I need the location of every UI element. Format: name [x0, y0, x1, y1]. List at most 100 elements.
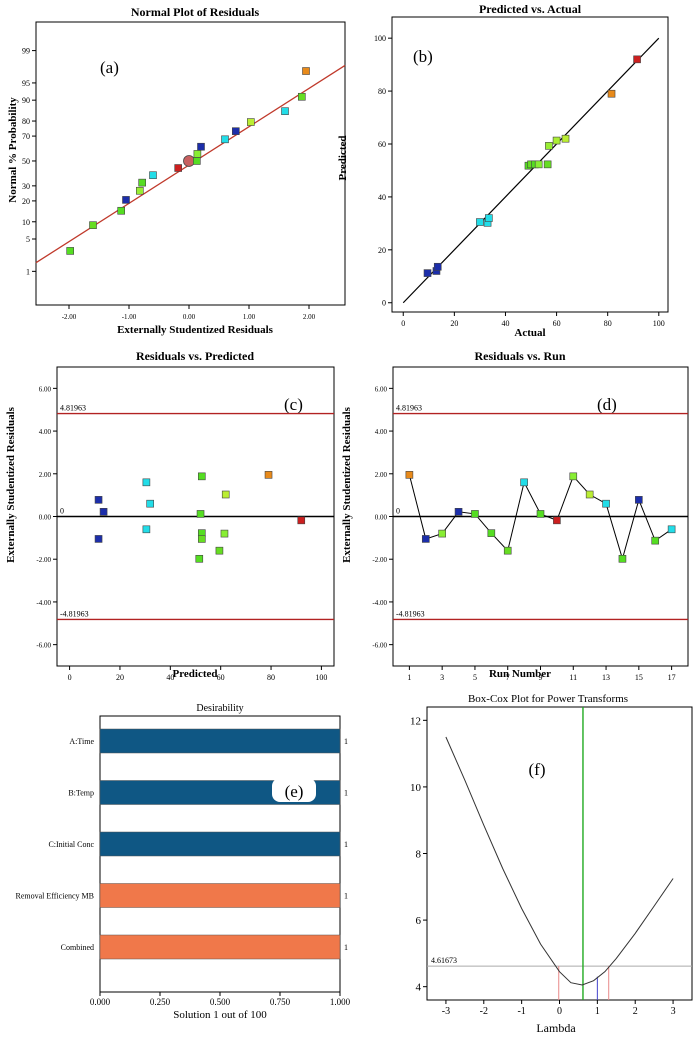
panel-b-point — [433, 262, 442, 271]
panel-c-point — [197, 535, 206, 543]
panel-a-ytick-label: 80 — [22, 117, 30, 126]
panel-d-xtick-label: 7 — [506, 673, 510, 682]
panel-a-point — [193, 150, 202, 158]
panel-a-ylabel: Normal % Probability — [7, 97, 19, 203]
panel-a-point — [281, 107, 289, 115]
panel-f-xtick-label: 0 — [557, 1006, 562, 1017]
panel-e-bar — [99, 934, 341, 960]
panel-b-point — [543, 160, 552, 169]
panel-d-ytick-label: -6.00 — [372, 642, 387, 650]
panel-c-xtick-label: 60 — [217, 673, 225, 682]
panel-d-point — [553, 516, 561, 525]
panel-d-xtick-label: 5 — [473, 673, 477, 682]
panel-b-xlabel: Actual — [514, 327, 545, 339]
panel-a-ytick-label: 20 — [22, 197, 30, 206]
panel-d-ytick-label: -2.00 — [372, 556, 387, 564]
panel-e-label: (e) — [285, 782, 304, 801]
panel-e-xtick-label: 0.750 — [270, 997, 291, 1007]
panel-d-title: Residuals vs. Run — [474, 349, 565, 363]
panel-a-ytick-label: 10 — [22, 218, 30, 227]
panel-f-xtick-label: -2 — [480, 1006, 488, 1017]
panel-b-label: (b) — [413, 47, 433, 66]
panel-b-ytick-label: 80 — [378, 87, 386, 96]
panel-c-point — [94, 535, 103, 543]
panel-d-point — [618, 554, 627, 563]
panel-c-point — [94, 496, 103, 504]
panel-d-xtick-label: 3 — [440, 673, 444, 682]
panel-c-ytick-label: 6.00 — [39, 385, 52, 393]
panel-d-xtick-label: 17 — [668, 673, 676, 682]
panel-c-point — [146, 499, 154, 508]
panel-f-ytick-label: 8 — [416, 849, 422, 861]
panel-d-xtick-label: 13 — [602, 673, 610, 682]
panel-a-point — [297, 92, 306, 101]
panel-c-point — [220, 529, 229, 538]
panel-d-limit-label: 0 — [396, 507, 400, 516]
panel-d-point — [651, 536, 660, 545]
panel-b-point — [423, 269, 432, 277]
panel-a-ytick-label: 95 — [22, 79, 30, 88]
panel-a-ytick-label: 90 — [22, 96, 30, 105]
panel-c-xtick-label: 40 — [166, 673, 174, 682]
panel-a-label: (a) — [100, 58, 119, 77]
panel-d-ylabel: Externally Studentized Residuals — [341, 406, 353, 563]
panel-d-point — [635, 496, 643, 504]
panel-d-residuals-vs-run: Residuals vs. Run (d) Run Number Externa… — [341, 349, 689, 682]
panel-c-point — [142, 478, 151, 487]
panel-b-frame — [391, 16, 669, 313]
panel-e-bar — [99, 728, 341, 754]
panel-c-ytick-label: -2.00 — [36, 556, 51, 564]
panel-c-xtick-label: 20 — [116, 673, 124, 682]
panel-b-xtick-label: 60 — [553, 319, 561, 328]
panel-f-ytick-label: 10 — [410, 782, 422, 794]
panel-a-point — [136, 186, 144, 195]
panel-c-label: (c) — [284, 395, 303, 414]
panel-b-xtick-label: 40 — [501, 319, 509, 328]
panel-c-point — [195, 554, 204, 563]
panel-e-value-label: 1 — [344, 737, 348, 746]
panel-c-point — [142, 525, 151, 534]
panel-c-ytick-label: 0.00 — [39, 514, 52, 522]
panel-b-point — [633, 55, 641, 64]
panel-a-normal-plot: Normal Plot of Residuals (a) Externally … — [7, 5, 346, 336]
panel-d-point — [520, 478, 528, 487]
panel-a-point — [221, 135, 229, 144]
panel-e-category-label: C:Initial Conc — [48, 840, 94, 849]
panel-e-value-label: 1 — [344, 943, 348, 952]
panel-c-xtick-label: 100 — [315, 673, 327, 682]
panel-d-ytick-label: -4.00 — [372, 599, 387, 607]
panel-f-curve — [445, 736, 674, 986]
panel-e-category-label: B:Temp — [68, 789, 94, 798]
panel-e-bar — [99, 831, 341, 857]
panel-f-xtick-label: -3 — [442, 1006, 450, 1017]
panel-e-value-label: 1 — [344, 892, 348, 901]
panel-d-limit-label: -4.81963 — [396, 609, 425, 618]
panel-e-label-box — [272, 778, 316, 802]
panel-a-ytick-label: 5 — [26, 235, 30, 244]
panel-f-xtick-label: 1 — [595, 1006, 600, 1017]
panel-e-category-label: Removal Efficiency MB — [16, 892, 95, 901]
panel-d-xtick-label: 9 — [539, 673, 543, 682]
panel-a-xtick-label: 1.00 — [243, 313, 256, 321]
panel-b-title: Predicted vs. Actual — [479, 2, 582, 16]
panel-a-frame — [35, 21, 346, 306]
panel-b-point — [561, 134, 570, 143]
panel-c-point — [196, 510, 205, 518]
panel-c-xtick-label: 0 — [68, 673, 72, 682]
panel-e-xlabel: Solution 1 out of 100 — [173, 1009, 267, 1021]
panel-f-ytick-label: 6 — [416, 915, 422, 927]
panel-d-ytick-label: 0.00 — [375, 514, 388, 522]
panel-d-ytick-label: 6.00 — [375, 385, 388, 393]
panel-f-xtick-label: 3 — [671, 1006, 676, 1017]
panel-e-bar — [99, 883, 341, 908]
panel-b-predicted-vs-actual: Predicted vs. Actual (b) Actual Predicte… — [337, 2, 669, 339]
panel-c-limit-label: -4.81963 — [60, 609, 89, 618]
panel-f-label: (f) — [529, 760, 546, 779]
panel-a-point — [117, 206, 125, 215]
panel-d-ytick-label: 4.00 — [375, 428, 388, 436]
panel-d-label: (d) — [597, 395, 617, 414]
panel-c-residuals-vs-predicted: Residuals vs. Predicted (c) Predicted Ex… — [5, 349, 335, 682]
panel-f-box-cox: Box-Cox Plot for Power Transforms (f) La… — [410, 693, 693, 1035]
panel-d-limit-label: 4.81963 — [396, 404, 422, 413]
panel-a-point — [89, 221, 97, 229]
